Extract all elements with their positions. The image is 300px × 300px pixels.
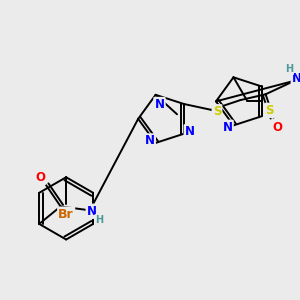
Text: N: N [185,125,195,138]
Text: H: H [285,64,293,74]
Text: O: O [35,171,45,184]
Text: N: N [145,134,155,148]
Text: N: N [154,98,164,111]
Text: O: O [272,121,282,134]
Text: S: S [265,104,274,117]
Text: S: S [213,105,221,118]
Text: N: N [87,205,97,218]
Text: H: H [95,215,104,225]
Text: N: N [292,72,300,85]
Text: N: N [223,121,232,134]
Text: Br: Br [58,208,74,221]
